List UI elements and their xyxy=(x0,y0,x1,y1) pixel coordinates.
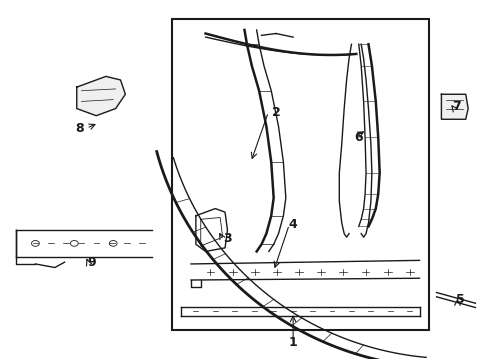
Bar xyxy=(171,19,428,330)
Text: 4: 4 xyxy=(288,218,297,231)
Text: 7: 7 xyxy=(451,100,459,113)
Text: 5: 5 xyxy=(456,293,464,306)
Text: 1: 1 xyxy=(288,336,297,349)
Polygon shape xyxy=(441,94,467,119)
Text: 6: 6 xyxy=(354,131,362,144)
Text: 3: 3 xyxy=(223,233,231,246)
Text: 2: 2 xyxy=(271,105,280,119)
Polygon shape xyxy=(77,76,125,116)
Text: 9: 9 xyxy=(87,256,96,269)
Text: 8: 8 xyxy=(75,122,83,135)
